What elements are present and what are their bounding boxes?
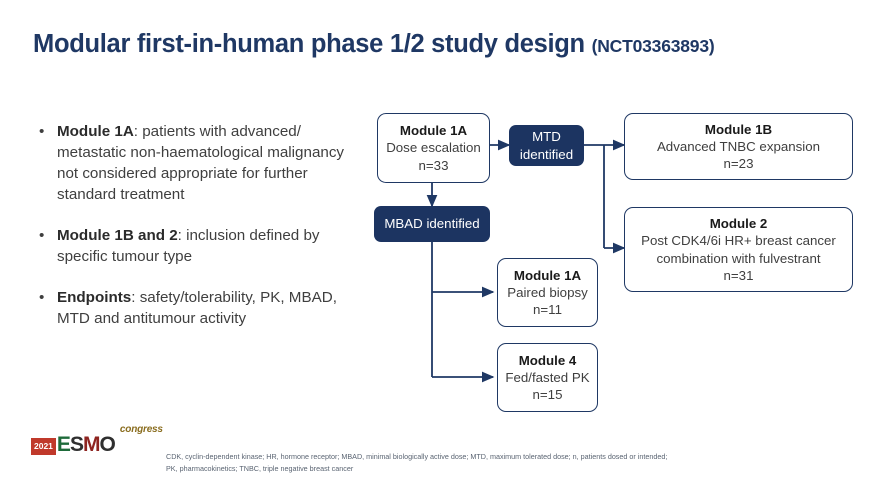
node-line: MBAD identified — [384, 216, 480, 232]
node-line: Post CDK4/6i HR+ breast cancer — [641, 233, 836, 249]
flow-node-module-1a-dose-escalation[interactable]: Module 1A Dose escalation n=33 — [377, 113, 490, 183]
node-title: Module 1B — [704, 121, 773, 137]
footnote-line-2: PK, pharmacokinetics; TNBC, triple negat… — [166, 463, 354, 473]
node-count: n=23 — [723, 156, 754, 171]
node-line: Fed/fasted PK — [505, 369, 590, 385]
abbreviations-footnote: CDK, cyclin-dependent kinase; HR, hormon… — [166, 451, 826, 475]
bullet-item-module-1b-and-2: • Module 1B and 2: inclusion defined by s… — [36, 226, 366, 268]
flow-node-module-2[interactable]: Module 2 Post CDK4/6i HR+ breast cancer … — [624, 207, 853, 292]
bullet-marker-icon: • — [39, 123, 45, 140]
node-line: Paired biopsy — [507, 284, 588, 300]
logo-letter-s: S — [69, 433, 84, 457]
node-title: Module 1A — [513, 267, 582, 283]
flow-node-mtd-identified[interactable]: MTD identified — [509, 125, 584, 166]
logo-esmo-wordmark: ESMO congress — [56, 425, 163, 457]
flow-node-module-1b[interactable]: Module 1B Advanced TNBC expansion n=23 — [624, 113, 853, 180]
bullet-list: • Module 1A: patients with advanced/ meta… — [36, 122, 366, 350]
bullet-lead-label: Module 1A — [57, 123, 134, 140]
bullet-body-text: : patients with advanced/ metastatic non… — [57, 123, 345, 203]
node-title: Module 1A — [399, 123, 468, 139]
flow-node-module-4[interactable]: Module 4 Fed/fasted PK n=15 — [497, 343, 598, 412]
logo-year-badge: 2021 — [31, 438, 56, 455]
footnote-line-1: CDK, cyclin-dependent kinase; HR, hormon… — [166, 452, 668, 461]
logo-letter-m: M — [82, 433, 100, 457]
node-count: n=11 — [533, 302, 562, 317]
node-line: identified — [519, 146, 574, 162]
node-title: Module 2 — [709, 216, 768, 232]
node-line: combination with fulvestrant — [656, 250, 821, 266]
node-line: Dose escalation — [386, 140, 481, 156]
node-count: n=15 — [532, 387, 563, 402]
node-count: n=33 — [418, 157, 449, 173]
logo-congress-text: congress — [119, 424, 163, 436]
bullet-body-text: : inclusion defined by specific tumour t… — [57, 226, 320, 265]
node-count: n=31 — [723, 267, 754, 283]
page-title-nct-id: (NCT03363893) — [591, 36, 715, 56]
bullet-marker-icon: • — [39, 288, 45, 306]
logo-letter-o: O — [99, 433, 115, 457]
bullet-lead-label: Module 1B and 2 — [57, 226, 178, 244]
node-title: Module 4 — [518, 352, 577, 368]
flow-node-module-1a-paired-biopsy[interactable]: Module 1A Paired biopsy n=11 — [497, 258, 598, 327]
page-title-main: Modular first-in-human phase 1/2 study d… — [33, 30, 592, 58]
node-line: MTD — [532, 129, 561, 145]
bullet-item-module-1a: • Module 1A: patients with advanced/ meta… — [36, 122, 366, 206]
bullet-item-endpoints: • Endpoints: safety/tolerability, PK, MBA… — [36, 288, 366, 330]
page-title: Modular first-in-human phase 1/2 study d… — [33, 30, 715, 59]
bullet-lead-label: Endpoints — [57, 288, 132, 306]
flow-node-mbad-identified[interactable]: MBAD identified — [374, 206, 490, 242]
bullet-marker-icon: • — [39, 226, 45, 244]
bullet-body-text: : safety/tolerability, PK, MBAD, MTD and… — [57, 288, 337, 327]
node-line: Advanced TNBC expansion — [656, 138, 821, 154]
esmo-congress-logo: 2021 ESMO congress — [31, 425, 163, 457]
logo-letter-e: E — [56, 433, 71, 457]
